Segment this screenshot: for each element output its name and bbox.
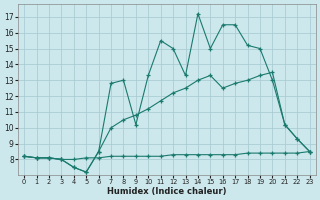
X-axis label: Humidex (Indice chaleur): Humidex (Indice chaleur) [107,187,227,196]
